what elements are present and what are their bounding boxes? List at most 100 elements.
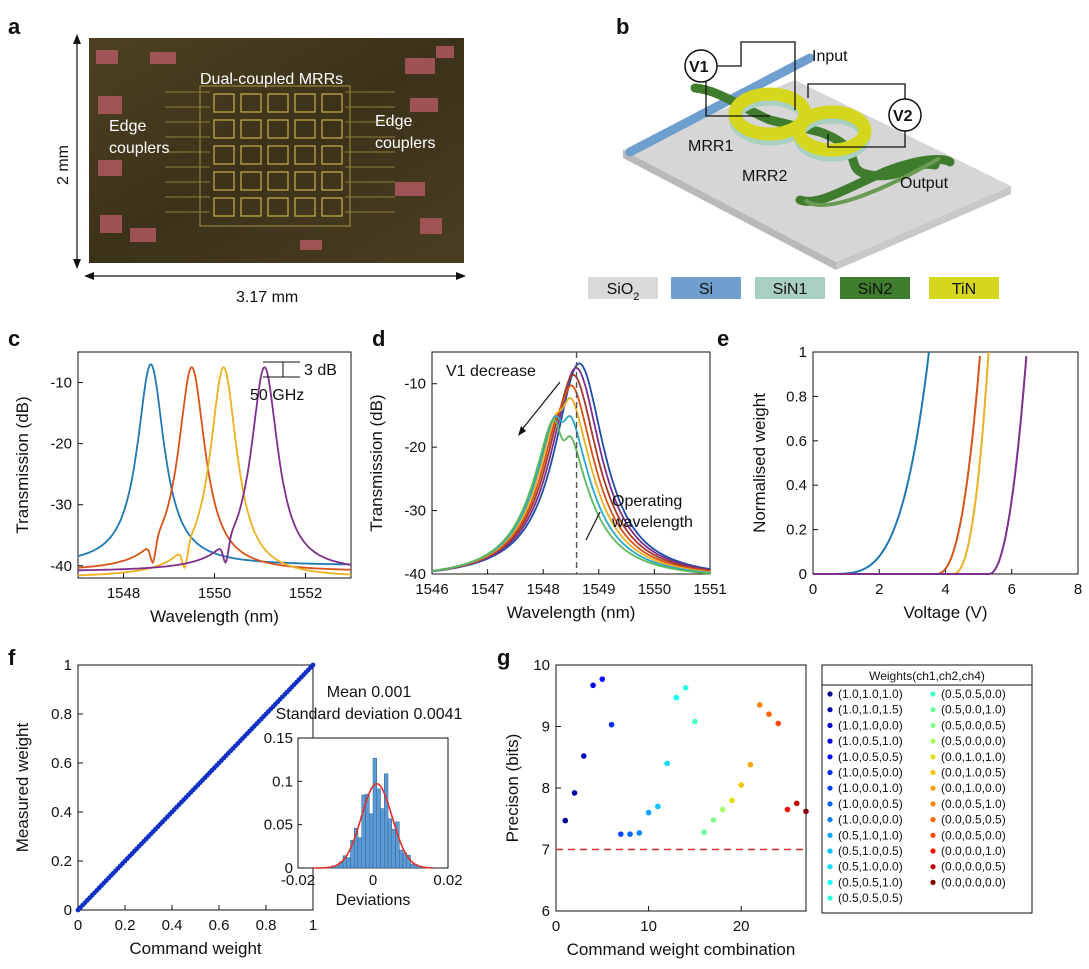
- mrr-cell: [213, 171, 235, 191]
- mrr-cell: [213, 145, 235, 165]
- label-output: Output: [900, 175, 949, 192]
- y-tick-label: -20: [50, 436, 72, 453]
- inset-x-tick-label: 0.02: [433, 872, 462, 889]
- histogram-bar: [369, 813, 374, 869]
- legend-marker-2: [827, 722, 833, 729]
- series-line-6: [431, 418, 711, 575]
- legend-marker-18: [930, 754, 936, 760]
- chart-c-transmission: 1548 1550 1552 -10 -20 -30 -40 Wavelength (nm) T…: [13, 351, 352, 626]
- annotation-50ghz: 50 GHz: [250, 387, 304, 404]
- panel-label-b: b: [616, 14, 629, 39]
- y-tick-label: 0.4: [786, 477, 807, 494]
- chip-micrograph: Dual-coupled MRRs Edge couplers Edge cou…: [89, 38, 464, 263]
- chart-e-normalised-weight: 0 2 4 6 8 0 0.2 0.4 0.6 0.8 1 Voltage (V) Normalised…: [750, 344, 1082, 622]
- inset-y-tick-label: 0: [285, 860, 293, 877]
- legend-label-1: (1.0,1.0,1.5): [838, 703, 903, 717]
- data-point-1: [571, 790, 578, 796]
- chart-g-precision: 0 10 20 6 7 8 9 10 Command weight combination Pre…: [503, 657, 1033, 959]
- x-tick-label: 1547: [471, 581, 504, 598]
- x-tick-label: 0: [74, 917, 82, 934]
- series-line-0: [813, 351, 930, 575]
- y-tick-label: -40: [404, 566, 426, 583]
- mrr-cell: [267, 145, 289, 165]
- y-tick-label: -10: [404, 376, 426, 393]
- x-tick-label: 1550: [198, 585, 231, 602]
- data-point-23: [775, 720, 782, 727]
- data-point-7: [627, 831, 633, 837]
- legend-label-15: (0.5,0.0,1.0): [941, 703, 1006, 717]
- mrr-cell: [213, 93, 235, 113]
- legend-marker-4: [827, 754, 833, 760]
- legend-marker-21: [930, 801, 936, 807]
- legend-marker-10: [827, 848, 833, 854]
- y-tick-label: 0.2: [786, 522, 807, 539]
- y-tick-label: 1: [799, 344, 807, 361]
- mrr-cell: [240, 171, 262, 191]
- contact-pad: [300, 240, 322, 250]
- mrr-cell: [321, 197, 343, 217]
- data-point-5: [608, 721, 615, 728]
- legend-marker-6: [827, 785, 833, 791]
- legend-label-8: (1.0,0.0,0.0): [838, 813, 903, 827]
- contact-pad: [405, 58, 435, 74]
- panel-label-d: d: [372, 326, 385, 351]
- y-tick-label: 0.8: [786, 388, 807, 405]
- y-tick-label: 0: [799, 566, 807, 583]
- legend-label-22: (0.0,0.5,0.5): [941, 813, 1006, 827]
- label-edge-couplers-right-2: couplers: [375, 135, 435, 152]
- mrr-cell: [267, 197, 289, 217]
- label-edge-couplers-left-2: couplers: [109, 140, 169, 157]
- mrr-array-outline: [199, 85, 351, 227]
- x-tick-label: 1546: [415, 581, 448, 598]
- series-line-3: [813, 356, 1028, 575]
- histogram-bar: [372, 757, 377, 869]
- inset-y-tick-label: 0.15: [264, 730, 293, 747]
- data-point-8: [636, 830, 643, 836]
- histogram-bar: [406, 854, 411, 869]
- data-point-21: [756, 702, 763, 708]
- legend-marker-7: [827, 801, 833, 807]
- x-tick-label: 0.2: [115, 917, 136, 934]
- x-tick-label: 0.6: [209, 917, 230, 934]
- x-tick-label: 0.4: [162, 917, 183, 934]
- plot-frame: [555, 664, 807, 912]
- data-point-14: [692, 718, 698, 725]
- histogram-bar: [357, 837, 362, 869]
- series-line-2: [431, 373, 711, 572]
- panel-label-f: f: [8, 645, 16, 670]
- label-input: Input: [812, 48, 848, 65]
- series-line-0: [431, 362, 711, 573]
- legend-label-2: (1.0,1.0,0.0): [838, 718, 903, 732]
- series-line-3: [78, 366, 352, 572]
- data-point-6: [618, 831, 624, 837]
- mrr-cell: [267, 93, 289, 113]
- legend-label-10: (0.5,1.0,0.5): [838, 844, 903, 858]
- annotation-wavelength: wavelength: [611, 514, 693, 531]
- mrr-cell: [321, 93, 343, 113]
- data-point-4: [599, 676, 606, 682]
- series-line-1: [813, 356, 981, 575]
- gaussian-fit-curve: [313, 783, 433, 869]
- annotation-v1-decrease: V1 decrease: [446, 363, 536, 380]
- contact-pad: [150, 52, 176, 64]
- histogram-bar: [376, 788, 381, 869]
- x-tick-label: 1551: [693, 581, 726, 598]
- annotation-operating: Operating: [612, 493, 682, 510]
- legend-label-13: (0.5,0.5,0.5): [838, 891, 903, 905]
- x-axis-label: Wavelength (nm): [150, 607, 279, 626]
- material-label-3: SiN2: [858, 281, 893, 298]
- data-point-20: [747, 761, 754, 768]
- y-axis-label: Transmission (dB): [13, 396, 32, 533]
- data-point-9: [645, 809, 652, 816]
- x-tick-label: 1552: [289, 585, 322, 602]
- material-swatch-2: [755, 277, 825, 299]
- contact-pad: [395, 182, 425, 196]
- mrr-cell: [294, 93, 316, 113]
- y-tick-label: 1: [64, 657, 72, 674]
- mrr-cell: [213, 119, 235, 139]
- mrr-cell: [240, 145, 262, 165]
- histogram-bar: [391, 828, 396, 869]
- legend-label-17: (0.5,0.0,0.0): [941, 734, 1006, 748]
- legend-label-7: (1.0,0.0,0.5): [838, 797, 903, 811]
- y-tick-label: 0.2: [51, 853, 72, 870]
